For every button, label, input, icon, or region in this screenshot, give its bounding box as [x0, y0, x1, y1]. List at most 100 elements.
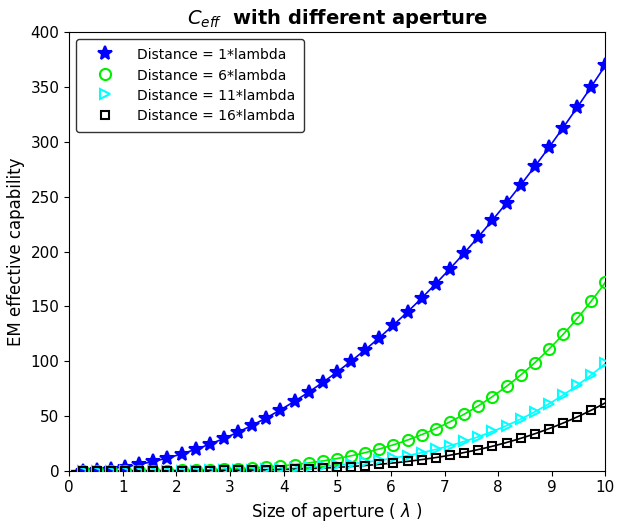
- Distance = 16*lambda: [573, 414, 581, 420]
- Distance = 6*lambda: [404, 437, 411, 443]
- Distance = 6*lambda: [573, 315, 581, 322]
- Distance = 1*lambda: [446, 266, 453, 272]
- Distance = 16*lambda: [93, 467, 101, 474]
- Distance = 16*lambda: [277, 466, 284, 473]
- Distance = 16*lambda: [460, 449, 468, 456]
- Distance = 11*lambda: [93, 467, 101, 474]
- Distance = 16*lambda: [404, 458, 411, 465]
- Distance = 6*lambda: [234, 466, 242, 472]
- Distance = 16*lambda: [206, 467, 213, 474]
- Distance = 16*lambda: [248, 467, 256, 473]
- Distance = 16*lambda: [545, 426, 552, 432]
- Distance = 1*lambda: [418, 295, 425, 301]
- Distance = 11*lambda: [277, 465, 284, 472]
- Distance = 6*lambda: [93, 467, 101, 474]
- Distance = 11*lambda: [545, 401, 552, 407]
- Distance = 6*lambda: [432, 426, 440, 432]
- Distance = 6*lambda: [149, 467, 157, 474]
- Distance = 1*lambda: [305, 389, 312, 395]
- Distance = 16*lambda: [107, 467, 114, 474]
- Distance = 11*lambda: [460, 438, 468, 445]
- Distance = 1*lambda: [107, 465, 114, 472]
- Distance = 16*lambda: [489, 443, 496, 449]
- Distance = 1*lambda: [333, 369, 341, 375]
- Distance = 11*lambda: [588, 372, 595, 378]
- Distance = 1*lambda: [121, 464, 129, 470]
- Distance = 6*lambda: [333, 455, 341, 462]
- Distance = 11*lambda: [361, 459, 369, 465]
- Distance = 1*lambda: [376, 334, 383, 341]
- Distance = 16*lambda: [503, 439, 510, 446]
- Line: Distance = 1*lambda: Distance = 1*lambda: [76, 58, 613, 478]
- Distance = 16*lambda: [475, 446, 482, 453]
- Distance = 11*lambda: [531, 409, 539, 415]
- Distance = 6*lambda: [390, 441, 397, 448]
- Distance = 16*lambda: [136, 467, 143, 474]
- Distance = 6*lambda: [262, 464, 270, 470]
- Distance = 16*lambda: [347, 463, 355, 470]
- Distance = 1*lambda: [220, 435, 228, 441]
- Line: Distance = 11*lambda: Distance = 11*lambda: [78, 358, 610, 475]
- Distance = 11*lambda: [475, 434, 482, 440]
- Distance = 1*lambda: [291, 398, 299, 404]
- Distance = 11*lambda: [390, 455, 397, 461]
- Distance = 16*lambda: [305, 465, 312, 472]
- Distance = 1*lambda: [489, 217, 496, 223]
- Distance = 16*lambda: [220, 467, 228, 474]
- Distance = 6*lambda: [291, 462, 299, 468]
- Distance = 6*lambda: [446, 419, 453, 425]
- Distance = 6*lambda: [475, 403, 482, 409]
- Distance = 6*lambda: [376, 446, 383, 452]
- Distance = 11*lambda: [404, 453, 411, 459]
- Distance = 16*lambda: [164, 467, 171, 474]
- Distance = 1*lambda: [319, 379, 327, 385]
- Distance = 16*lambda: [517, 435, 524, 441]
- Distance = 6*lambda: [248, 465, 256, 471]
- Distance = 1*lambda: [559, 125, 567, 131]
- Distance = 11*lambda: [178, 467, 185, 474]
- Legend: Distance = 1*lambda, Distance = 6*lambda, Distance = 11*lambda, Distance = 16*la: Distance = 1*lambda, Distance = 6*lambda…: [76, 39, 304, 132]
- Distance = 11*lambda: [164, 467, 171, 474]
- Distance = 1*lambda: [503, 200, 510, 206]
- Distance = 11*lambda: [305, 464, 312, 471]
- Distance = 1*lambda: [588, 83, 595, 90]
- Distance = 16*lambda: [192, 467, 200, 474]
- Distance = 1*lambda: [79, 467, 86, 474]
- Distance = 16*lambda: [601, 400, 609, 406]
- Distance = 6*lambda: [164, 467, 171, 474]
- Distance = 16*lambda: [376, 461, 383, 467]
- Distance = 6*lambda: [136, 467, 143, 474]
- Distance = 1*lambda: [573, 104, 581, 111]
- Distance = 11*lambda: [333, 462, 341, 469]
- Distance = 11*lambda: [559, 392, 567, 398]
- Distance = 1*lambda: [277, 407, 284, 413]
- Distance = 1*lambda: [347, 358, 355, 364]
- X-axis label: Size of aperture ( $\lambda$ ): Size of aperture ( $\lambda$ ): [251, 501, 424, 523]
- Distance = 6*lambda: [601, 279, 609, 285]
- Distance = 16*lambda: [588, 407, 595, 413]
- Distance = 11*lambda: [376, 457, 383, 463]
- Distance = 11*lambda: [432, 446, 440, 453]
- Distance = 16*lambda: [319, 465, 327, 471]
- Distance = 6*lambda: [305, 460, 312, 466]
- Distance = 16*lambda: [79, 467, 86, 474]
- Distance = 1*lambda: [517, 182, 524, 188]
- Distance = 1*lambda: [545, 144, 552, 151]
- Distance = 6*lambda: [588, 298, 595, 304]
- Distance = 6*lambda: [460, 411, 468, 418]
- Distance = 16*lambda: [446, 452, 453, 458]
- Distance = 16*lambda: [262, 467, 270, 473]
- Distance = 11*lambda: [234, 467, 242, 473]
- Distance = 11*lambda: [489, 428, 496, 435]
- Distance = 1*lambda: [149, 458, 157, 465]
- Distance = 16*lambda: [559, 420, 567, 426]
- Distance = 16*lambda: [234, 467, 242, 473]
- Distance = 1*lambda: [178, 450, 185, 457]
- Distance = 6*lambda: [489, 393, 496, 400]
- Line: Distance = 16*lambda: Distance = 16*lambda: [78, 399, 610, 475]
- Distance = 11*lambda: [503, 422, 510, 429]
- Distance = 6*lambda: [79, 467, 86, 474]
- Distance = 6*lambda: [192, 467, 200, 473]
- Distance = 11*lambda: [418, 449, 425, 456]
- Distance = 1*lambda: [192, 446, 200, 453]
